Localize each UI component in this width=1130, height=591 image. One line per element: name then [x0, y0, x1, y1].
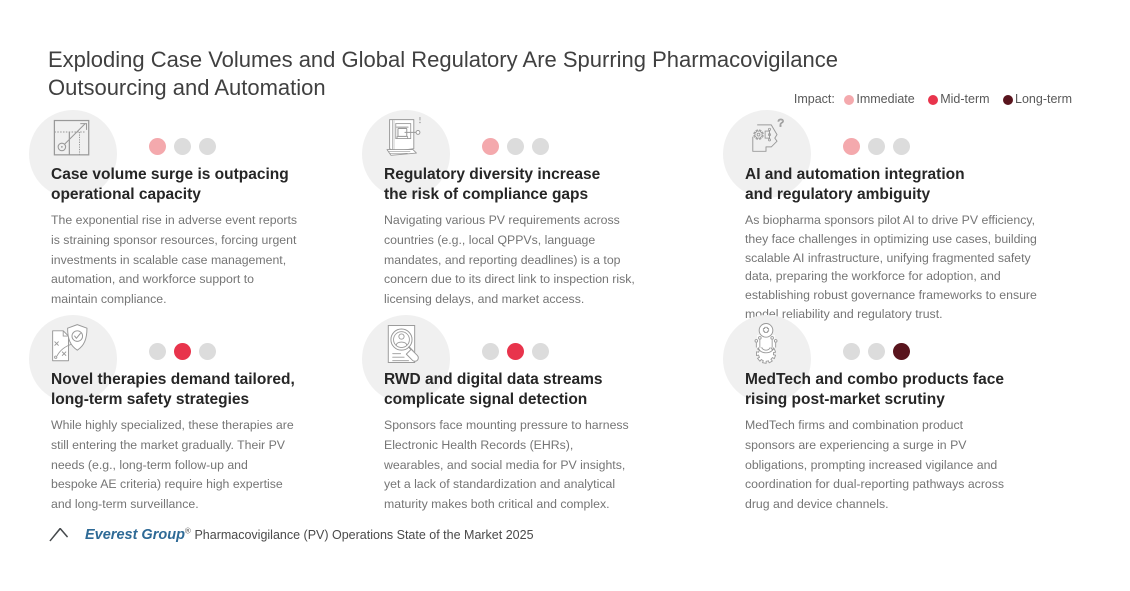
svg-text:?: ? [777, 118, 783, 130]
